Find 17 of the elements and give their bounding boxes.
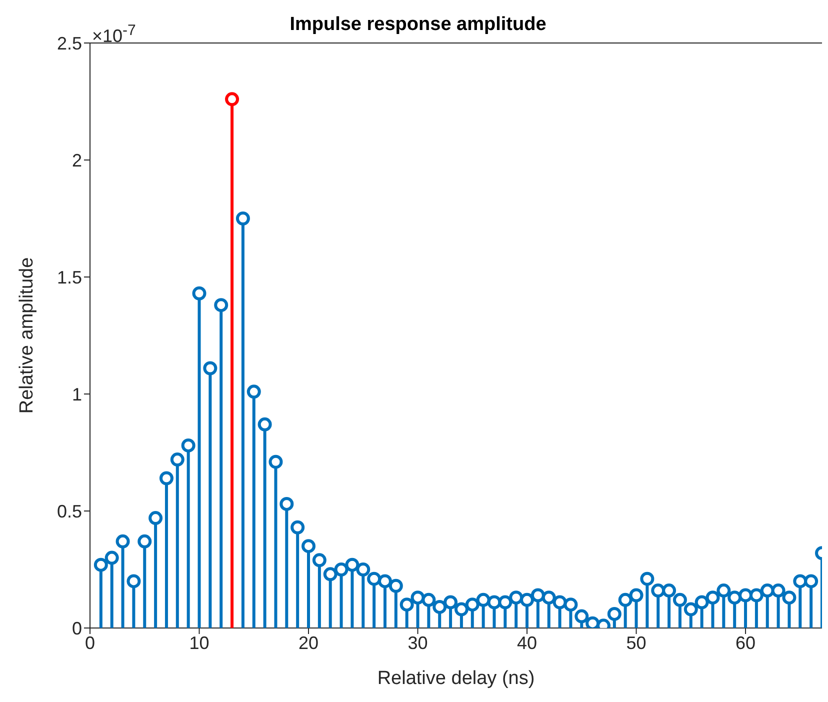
- x-axis-title: Relative delay (ns): [377, 668, 535, 689]
- x-tick-label: 20: [298, 632, 319, 653]
- x-tick-label: 10: [189, 632, 210, 653]
- y-tick-label: 2.5: [56, 33, 82, 54]
- y-tick-label: 0: [72, 618, 82, 638]
- y-tick-label: 1: [72, 384, 82, 404]
- x-tick-label: 40: [517, 632, 538, 653]
- x-tick-label: 50: [626, 632, 646, 653]
- x-tick-label: 0: [84, 632, 96, 653]
- chart-title: Impulse response amplitude: [290, 14, 546, 35]
- y-tick-label: 2: [72, 150, 82, 170]
- y-tick-label: 1.5: [56, 267, 82, 288]
- y-axis-title: Relative amplitude: [16, 257, 38, 414]
- x-tick-label: 30: [408, 632, 428, 653]
- x-tick-label: 60: [736, 632, 756, 653]
- annotation: ×10$^{-7}$: [92, 22, 136, 47]
- y-tick-label: 0.5: [56, 501, 82, 522]
